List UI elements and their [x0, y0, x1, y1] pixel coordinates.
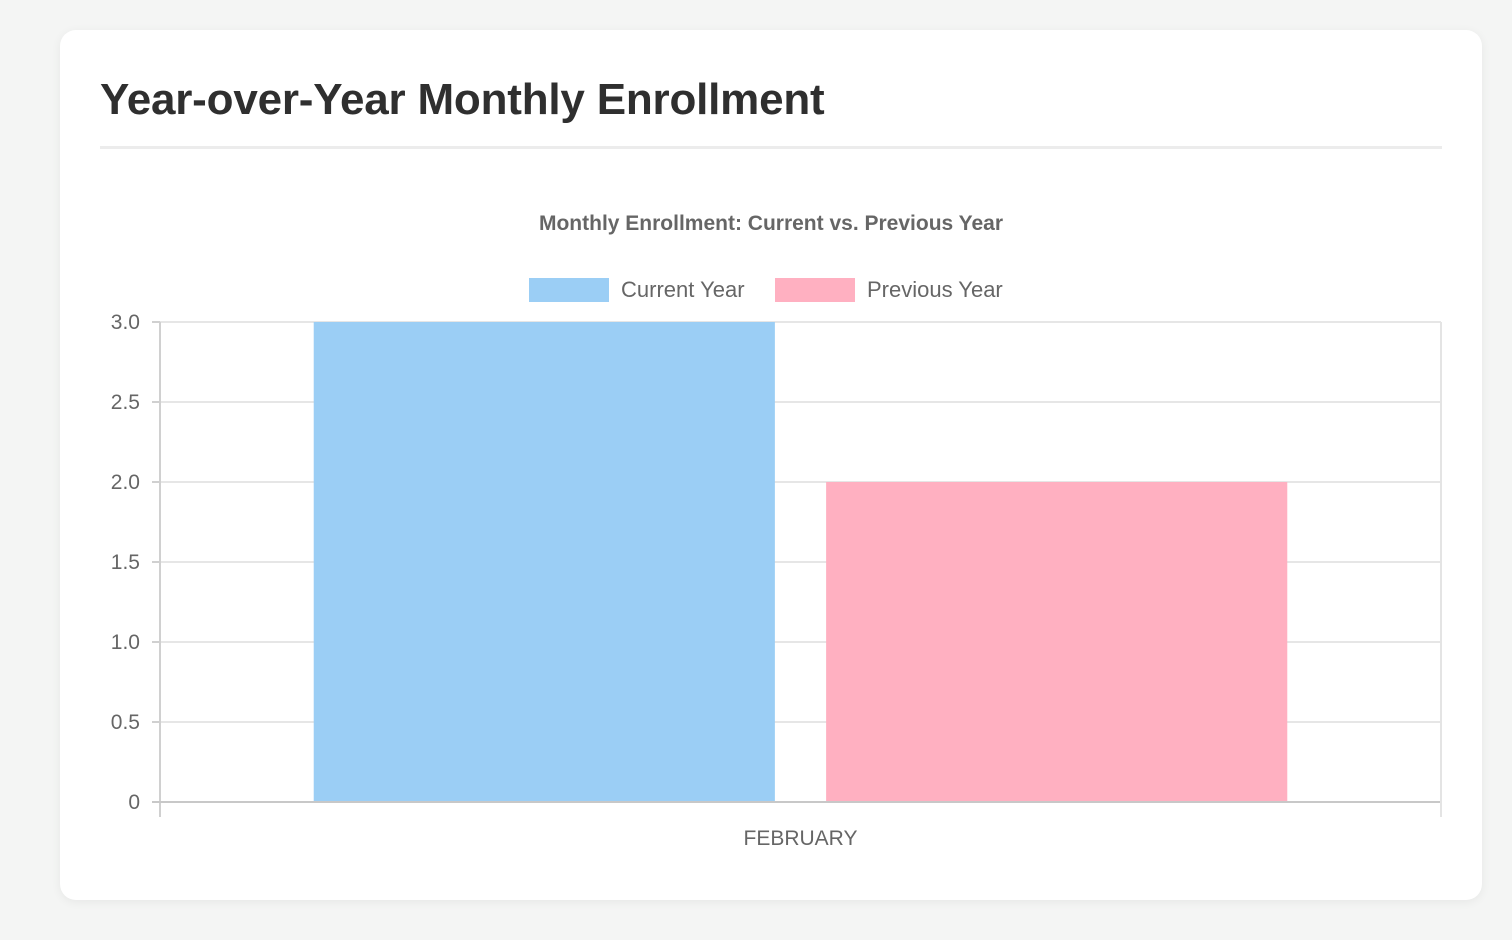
y-tick-label: 3.0	[111, 311, 140, 334]
y-tick-label: 1.5	[111, 551, 140, 574]
x-axis-labels: FEBRUARY	[744, 827, 858, 850]
enrollment-bar-chart: Monthly Enrollment: Current vs. Previous…	[111, 212, 1442, 850]
legend-item-previous-year[interactable]: Previous Year	[775, 277, 1003, 302]
y-axis-ticks: 0 0.5 1.0 1.5 2.0 2.5 3.0	[111, 311, 160, 814]
legend-item-current-year[interactable]: Current Year	[529, 277, 745, 302]
legend-swatch-previous-year	[775, 278, 855, 302]
chart-legend: Current Year Previous Year	[529, 277, 1003, 302]
page-title: Year-over-Year Monthly Enrollment	[100, 75, 825, 124]
y-tick-label: 2.5	[111, 391, 140, 414]
legend-swatch-current-year	[529, 278, 609, 302]
y-tick-label: 0	[128, 791, 140, 814]
bars	[313, 322, 1288, 802]
chart-title: Monthly Enrollment: Current vs. Previous…	[539, 212, 1003, 235]
chart-card: Year-over-Year Monthly Enrollment Monthl…	[60, 30, 1482, 900]
bar-previous-year[interactable]	[826, 482, 1288, 802]
title-divider	[100, 146, 1442, 149]
y-tick-label: 2.0	[111, 471, 140, 494]
y-tick-label: 1.0	[111, 631, 140, 654]
legend-label-previous-year: Previous Year	[867, 277, 1003, 302]
y-tick-label: 0.5	[111, 711, 140, 734]
x-category-label: FEBRUARY	[744, 827, 858, 850]
bar-current-year[interactable]	[313, 322, 775, 802]
legend-label-current-year: Current Year	[621, 277, 745, 302]
